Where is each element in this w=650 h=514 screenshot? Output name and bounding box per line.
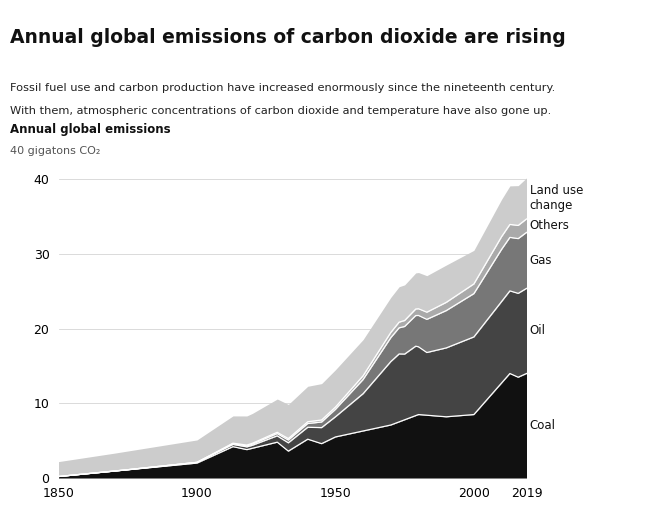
Text: Coal: Coal xyxy=(530,419,556,432)
Text: 40 gigatons CO₂: 40 gigatons CO₂ xyxy=(10,146,100,156)
Text: Oil: Oil xyxy=(530,324,546,338)
Text: Land use
change: Land use change xyxy=(530,185,583,212)
Text: Figure 1.2: Figure 1.2 xyxy=(8,8,79,21)
Text: With them, atmospheric concentrations of carbon dioxide and temperature have als: With them, atmospheric concentrations of… xyxy=(10,106,551,116)
Text: Fossil fuel use and carbon production have increased enormously since the ninete: Fossil fuel use and carbon production ha… xyxy=(10,83,555,94)
Text: Annual global emissions of carbon dioxide are rising: Annual global emissions of carbon dioxid… xyxy=(10,28,566,47)
Text: Others: Others xyxy=(530,219,569,232)
Text: Gas: Gas xyxy=(530,254,552,267)
Text: Annual global emissions: Annual global emissions xyxy=(10,123,170,136)
